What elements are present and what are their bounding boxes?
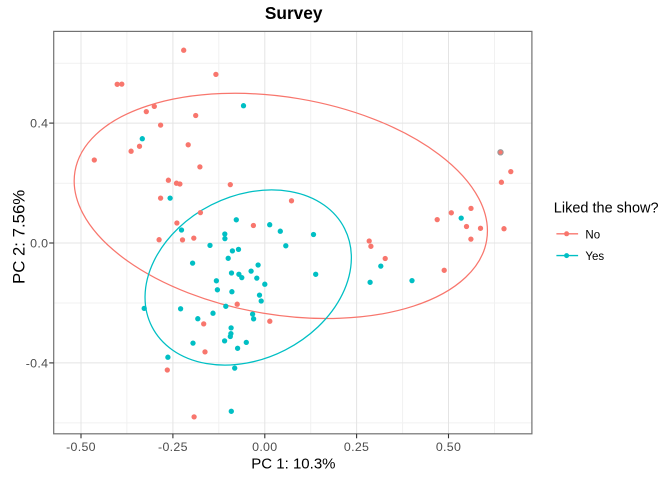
svg-text:-0.25: -0.25 xyxy=(158,440,188,454)
svg-text:Survey: Survey xyxy=(265,3,323,23)
svg-text:0.50: 0.50 xyxy=(436,440,461,454)
svg-text:No: No xyxy=(585,229,600,241)
svg-text:PC 1: 10.3%: PC 1: 10.3% xyxy=(251,455,335,472)
svg-text:-0.50: -0.50 xyxy=(66,440,96,454)
svg-text:Yes: Yes xyxy=(585,251,604,263)
svg-text:0.4: 0.4 xyxy=(30,117,48,131)
svg-text:0.25: 0.25 xyxy=(344,440,369,454)
svg-text:0.00: 0.00 xyxy=(252,440,277,454)
svg-text:-0.4: -0.4 xyxy=(26,356,49,370)
svg-text:Liked the show?: Liked the show? xyxy=(554,200,659,216)
svg-text:PC 2: 7.56%: PC 2: 7.56% xyxy=(9,190,28,284)
svg-text:0.0: 0.0 xyxy=(30,236,48,250)
